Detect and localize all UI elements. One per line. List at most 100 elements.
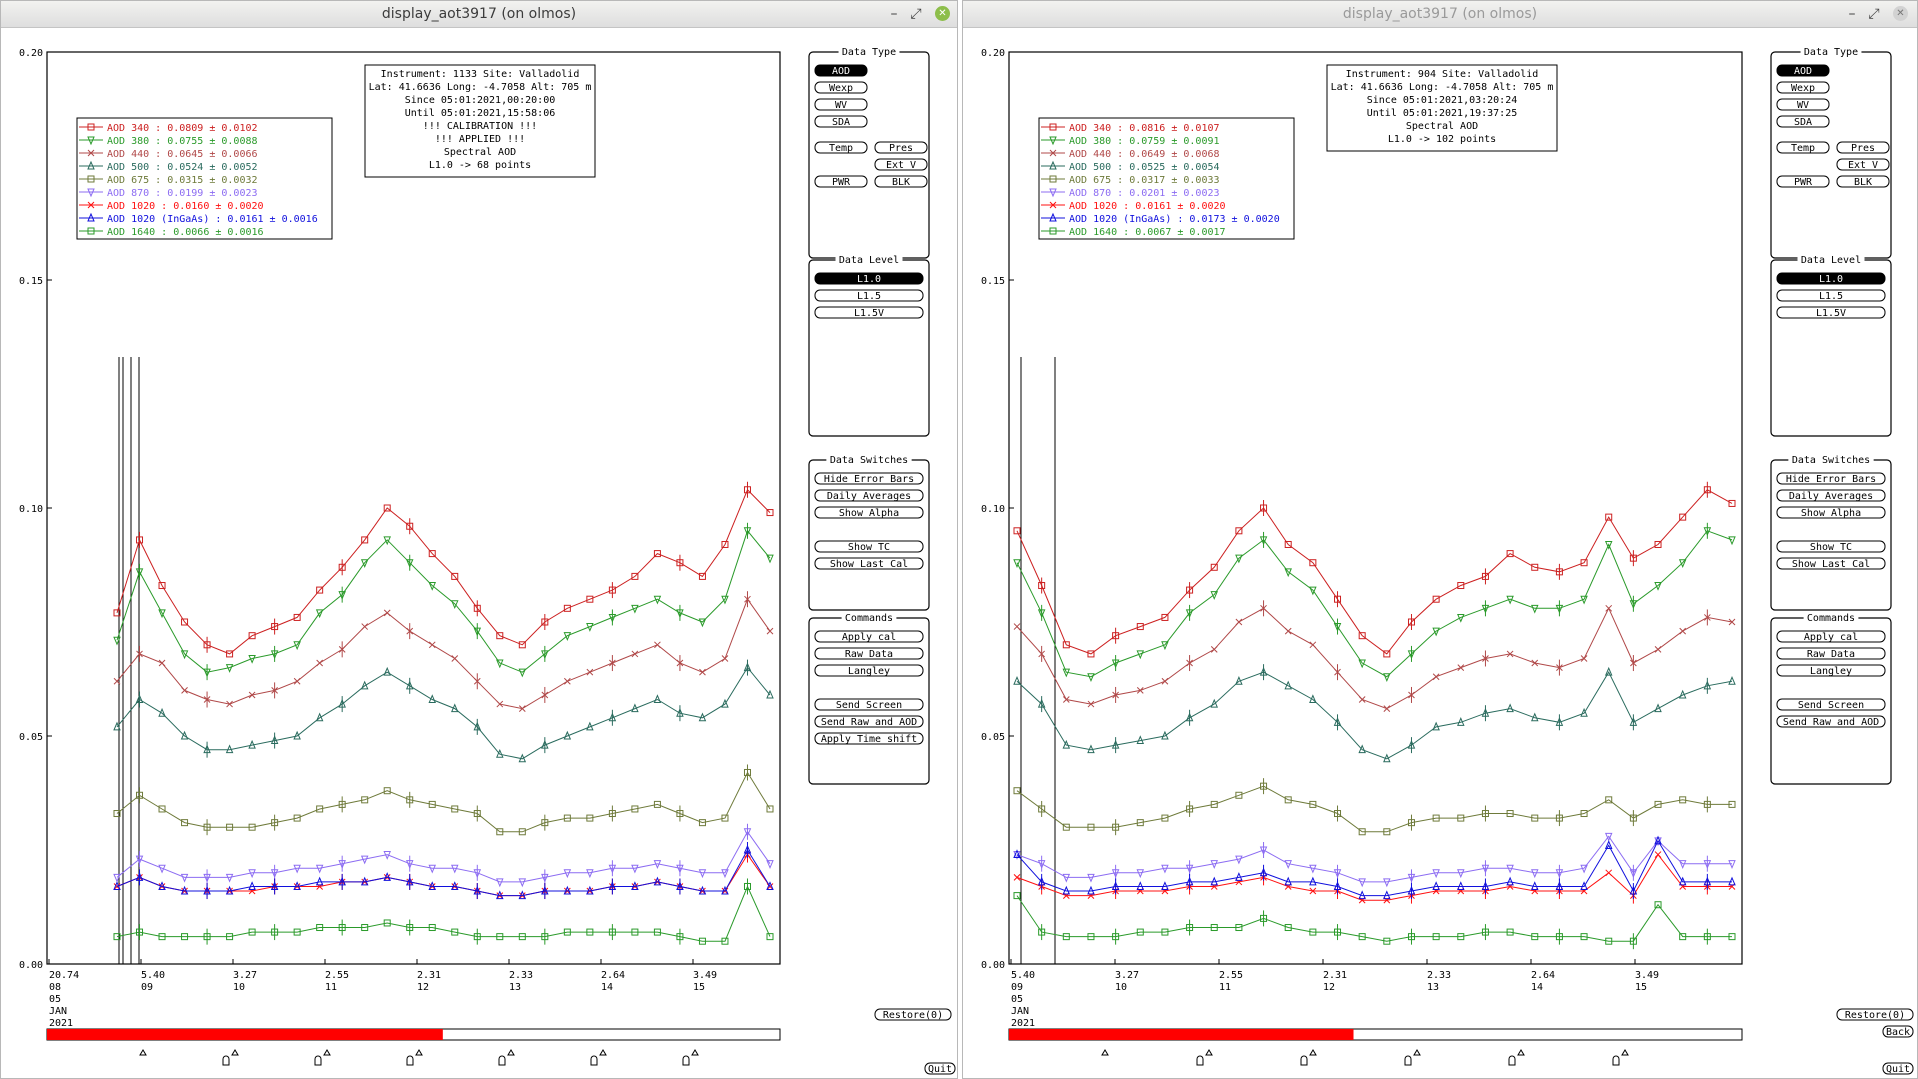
send-raw-aod-button-frame[interactable] <box>1776 715 1886 728</box>
hide-error-bars-button-frame[interactable] <box>1776 472 1886 485</box>
close-button[interactable]: ✕ <box>935 6 950 21</box>
daily-averages-button-frame[interactable] <box>1776 489 1886 502</box>
apply-time-shift-button[interactable]: Apply Time shift <box>814 732 924 745</box>
apply-time-shift-button-frame[interactable] <box>814 732 924 745</box>
quit-button-frame[interactable] <box>924 1062 956 1075</box>
minimize-button[interactable]: – <box>890 6 898 22</box>
blk-button-frame[interactable] <box>874 175 928 188</box>
titlebar[interactable]: display_aot3917 (on olmos) – ⤢ ✕ <box>963 1 1917 28</box>
ext-v-button-frame[interactable] <box>1836 158 1890 171</box>
wv-button-frame[interactable] <box>814 98 868 111</box>
quit-button-label[interactable]: Quit <box>1886 1064 1910 1075</box>
show-alpha-button[interactable]: Show Alpha <box>1776 506 1886 519</box>
raw-data-button-frame[interactable] <box>814 647 924 660</box>
apply-cal-button-frame[interactable] <box>1776 630 1886 643</box>
hide-error-bars-button-label[interactable]: Hide Error Bars <box>824 474 914 485</box>
quit-button-label[interactable]: Quit <box>928 1064 952 1075</box>
send-screen-button[interactable]: Send Screen <box>1776 698 1886 711</box>
pwr-button-frame[interactable] <box>1776 175 1830 188</box>
show-tc-button-label[interactable]: Show TC <box>848 542 890 553</box>
blk-button-label[interactable]: BLK <box>1854 177 1872 188</box>
pres-button-label[interactable]: Pres <box>889 143 913 154</box>
minimize-button[interactable]: – <box>1848 6 1856 22</box>
level-l15v-button-label[interactable]: L1.5V <box>854 308 884 319</box>
timeline-fill[interactable] <box>47 1029 443 1040</box>
temp-button-label[interactable]: Temp <box>829 143 853 154</box>
temp-button-label[interactable]: Temp <box>1791 143 1815 154</box>
send-screen-button-label[interactable]: Send Screen <box>1798 700 1864 711</box>
wexp-button-frame[interactable] <box>1776 81 1830 94</box>
pres-button[interactable]: Pres <box>1836 141 1890 154</box>
aod-button-frame[interactable] <box>1776 64 1830 77</box>
blk-button[interactable]: BLK <box>874 175 928 188</box>
langley-button-label[interactable]: Langley <box>1810 666 1852 677</box>
level-l15-button-label[interactable]: L1.5 <box>857 291 881 302</box>
raw-data-button-label[interactable]: Raw Data <box>1807 649 1855 660</box>
send-raw-aod-button-frame[interactable] <box>814 715 924 728</box>
wv-button-frame[interactable] <box>1776 98 1830 111</box>
raw-data-button[interactable]: Raw Data <box>1776 647 1886 660</box>
wexp-button[interactable]: Wexp <box>814 81 868 94</box>
send-screen-button[interactable]: Send Screen <box>814 698 924 711</box>
pwr-button[interactable]: PWR <box>1776 175 1830 188</box>
raw-data-button[interactable]: Raw Data <box>814 647 924 660</box>
pres-button[interactable]: Pres <box>874 141 928 154</box>
pwr-button-label[interactable]: PWR <box>832 177 851 188</box>
show-last-cal-button[interactable]: Show Last Cal <box>814 557 924 570</box>
ext-v-button[interactable]: Ext V <box>874 158 928 171</box>
pres-button-frame[interactable] <box>874 141 928 154</box>
level-l10-button-label[interactable]: L1.0 <box>857 274 881 285</box>
hide-error-bars-button[interactable]: Hide Error Bars <box>814 472 924 485</box>
show-alpha-button-label[interactable]: Show Alpha <box>839 508 899 519</box>
show-last-cal-button-frame[interactable] <box>814 557 924 570</box>
ext-v-button-frame[interactable] <box>874 158 928 171</box>
langley-button[interactable]: Langley <box>814 664 924 677</box>
hide-error-bars-button-label[interactable]: Hide Error Bars <box>1786 474 1876 485</box>
ext-v-button-label[interactable]: Ext V <box>886 160 916 171</box>
pwr-button-label[interactable]: PWR <box>1794 177 1813 188</box>
blk-button-label[interactable]: BLK <box>892 177 910 188</box>
show-alpha-button-frame[interactable] <box>1776 506 1886 519</box>
langley-button-label[interactable]: Langley <box>848 666 890 677</box>
apply-cal-button-frame[interactable] <box>814 630 924 643</box>
wv-button[interactable]: WV <box>1776 98 1830 111</box>
show-tc-button[interactable]: Show TC <box>1776 540 1886 553</box>
level-l15-button[interactable]: L1.5 <box>1776 289 1886 302</box>
level-l15-button-label[interactable]: L1.5 <box>1819 291 1843 302</box>
send-raw-aod-button-label[interactable]: Send Raw and AOD <box>1783 717 1879 728</box>
wv-button[interactable]: WV <box>814 98 868 111</box>
wexp-button-label[interactable]: Wexp <box>829 83 853 94</box>
quit-button-frame[interactable] <box>1882 1062 1914 1075</box>
sda-button-label[interactable]: SDA <box>832 117 850 128</box>
level-l10-button-frame[interactable] <box>814 272 924 285</box>
wexp-button-frame[interactable] <box>814 81 868 94</box>
langley-button[interactable]: Langley <box>1776 664 1886 677</box>
level-l15v-button-frame[interactable] <box>814 306 924 319</box>
apply-cal-button-label[interactable]: Apply cal <box>842 632 896 643</box>
aod-button-label[interactable]: AOD <box>832 66 850 77</box>
back-button-label[interactable]: Back <box>1886 1027 1910 1038</box>
langley-button-frame[interactable] <box>1776 664 1886 677</box>
level-l15-button-frame[interactable] <box>814 289 924 302</box>
show-last-cal-button-label[interactable]: Show Last Cal <box>830 559 908 570</box>
level-l10-button-label[interactable]: L1.0 <box>1819 274 1843 285</box>
maximize-button[interactable]: ⤢ <box>910 6 922 22</box>
back-button[interactable]: Back <box>1882 1025 1914 1038</box>
send-screen-button-frame[interactable] <box>1776 698 1886 711</box>
ext-v-button-label[interactable]: Ext V <box>1848 160 1878 171</box>
level-l15v-button-label[interactable]: L1.5V <box>1816 308 1846 319</box>
apply-cal-button[interactable]: Apply cal <box>1776 630 1886 643</box>
titlebar[interactable]: display_aot3917 (on olmos) – ⤢ ✕ <box>1 1 957 28</box>
send-raw-aod-button-label[interactable]: Send Raw and AOD <box>821 717 917 728</box>
pres-button-frame[interactable] <box>1836 141 1890 154</box>
restore-button[interactable]: Restore(0) <box>1836 1008 1914 1021</box>
quit-button[interactable]: Quit <box>924 1062 956 1075</box>
temp-button[interactable]: Temp <box>814 141 868 154</box>
restore-button-label[interactable]: Restore(0) <box>883 1010 943 1021</box>
timeline[interactable] <box>1008 1028 1743 1066</box>
show-last-cal-button-label[interactable]: Show Last Cal <box>1792 559 1870 570</box>
show-tc-button-frame[interactable] <box>814 540 924 553</box>
pwr-button-frame[interactable] <box>814 175 868 188</box>
show-alpha-button-label[interactable]: Show Alpha <box>1801 508 1861 519</box>
quit-button[interactable]: Quit <box>1882 1062 1914 1075</box>
